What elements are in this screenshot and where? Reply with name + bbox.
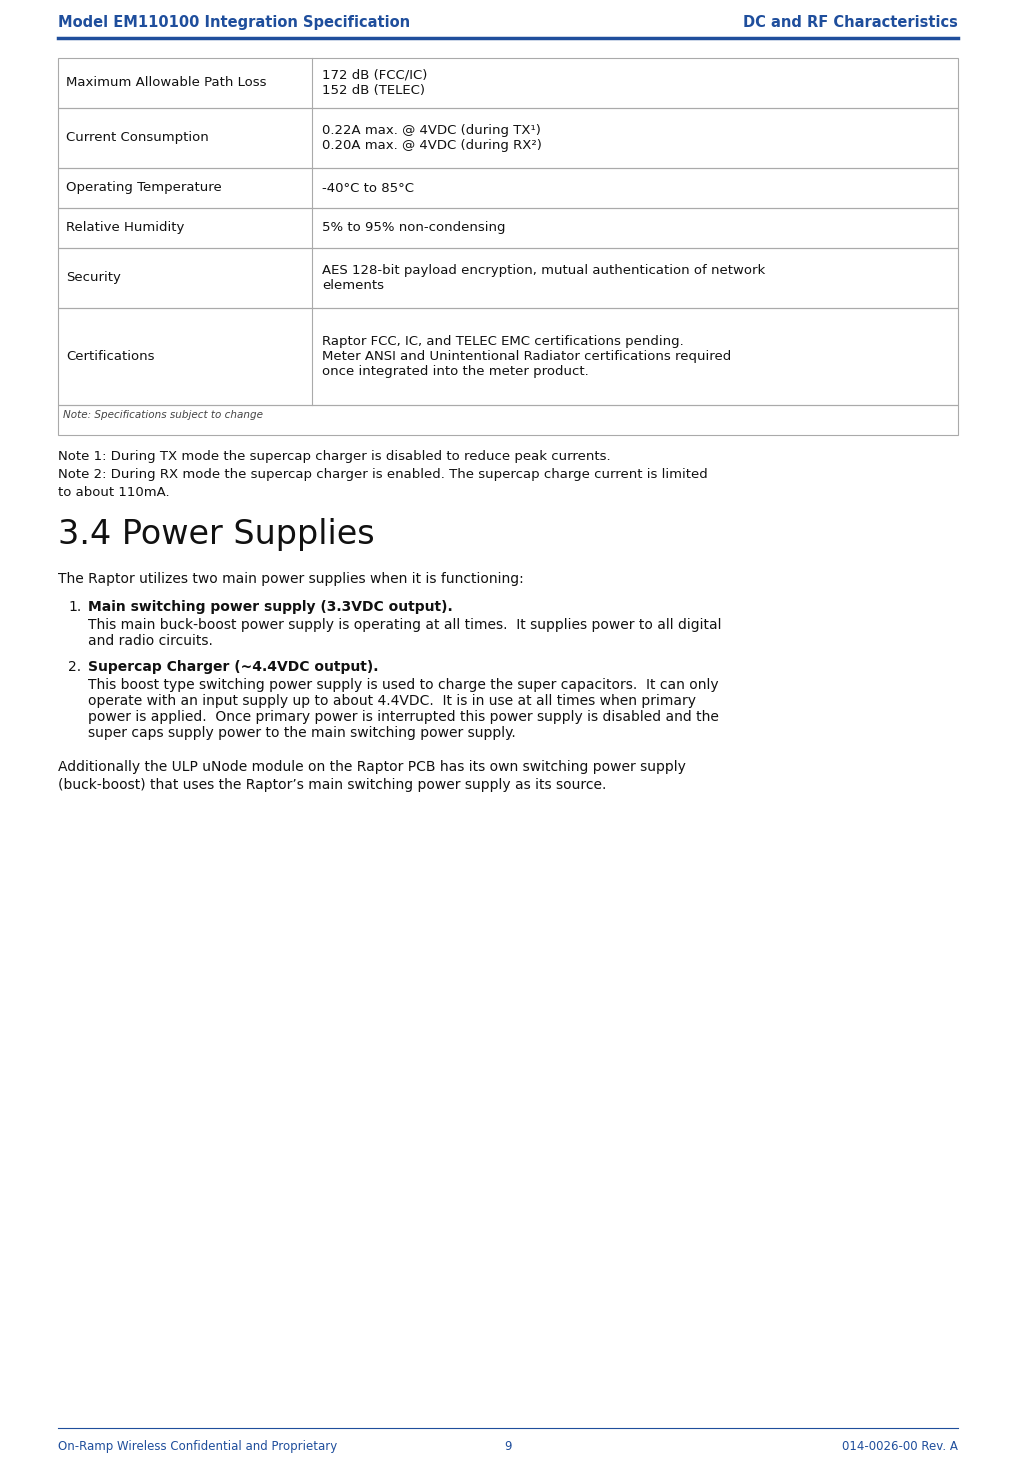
Text: elements: elements bbox=[322, 279, 384, 292]
Text: operate with an input supply up to about 4.4VDC.  It is in use at all times when: operate with an input supply up to about… bbox=[88, 694, 696, 708]
Text: once integrated into the meter product.: once integrated into the meter product. bbox=[322, 366, 588, 379]
Text: super caps supply power to the main switching power supply.: super caps supply power to the main swit… bbox=[88, 727, 516, 740]
Text: Operating Temperature: Operating Temperature bbox=[66, 181, 221, 194]
Bar bbox=[58, 168, 958, 208]
Text: Certifications: Certifications bbox=[66, 349, 154, 363]
Text: Note 2: During RX mode the supercap charger is enabled. The supercap charge curr: Note 2: During RX mode the supercap char… bbox=[58, 468, 708, 481]
Text: Additionally the ULP uNode module on the Raptor PCB has its own switching power : Additionally the ULP uNode module on the… bbox=[58, 760, 686, 773]
Bar bbox=[58, 208, 958, 249]
Text: 014-0026-00 Rev. A: 014-0026-00 Rev. A bbox=[842, 1440, 958, 1453]
Text: Note 1: During TX mode the supercap charger is disabled to reduce peak currents.: Note 1: During TX mode the supercap char… bbox=[58, 450, 611, 463]
Text: (buck-boost) that uses the Raptor’s main switching power supply as its source.: (buck-boost) that uses the Raptor’s main… bbox=[58, 778, 607, 792]
Text: 2.: 2. bbox=[68, 659, 81, 674]
Text: This boost type switching power supply is used to charge the super capacitors.  : This boost type switching power supply i… bbox=[88, 678, 718, 692]
Text: Meter ANSI and Unintentional Radiator certifications required: Meter ANSI and Unintentional Radiator ce… bbox=[322, 349, 732, 363]
Text: DC and RF Characteristics: DC and RF Characteristics bbox=[743, 15, 958, 31]
Text: 0.22A max. @ 4VDC (during TX¹): 0.22A max. @ 4VDC (during TX¹) bbox=[322, 124, 541, 137]
Text: Raptor FCC, IC, and TELEC EMC certifications pending.: Raptor FCC, IC, and TELEC EMC certificat… bbox=[322, 335, 684, 348]
Text: 152 dB (TELEC): 152 dB (TELEC) bbox=[322, 83, 425, 96]
Text: Security: Security bbox=[66, 272, 121, 285]
Text: Current Consumption: Current Consumption bbox=[66, 132, 208, 145]
Text: Main switching power supply (3.3VDC output).: Main switching power supply (3.3VDC outp… bbox=[88, 599, 453, 614]
Text: Relative Humidity: Relative Humidity bbox=[66, 222, 184, 234]
Text: Note: Specifications subject to change: Note: Specifications subject to change bbox=[63, 409, 263, 420]
Bar bbox=[58, 249, 958, 308]
Text: and radio circuits.: and radio circuits. bbox=[88, 635, 213, 648]
Text: 9: 9 bbox=[504, 1440, 512, 1453]
Text: Supercap Charger (~4.4VDC output).: Supercap Charger (~4.4VDC output). bbox=[88, 659, 379, 674]
Text: On-Ramp Wireless Confidential and Proprietary: On-Ramp Wireless Confidential and Propri… bbox=[58, 1440, 337, 1453]
Text: 1.: 1. bbox=[68, 599, 81, 614]
Text: Maximum Allowable Path Loss: Maximum Allowable Path Loss bbox=[66, 76, 266, 89]
Text: The Raptor utilizes two main power supplies when it is functioning:: The Raptor utilizes two main power suppl… bbox=[58, 572, 524, 586]
Bar bbox=[58, 108, 958, 168]
Text: Model EM110100 Integration Specification: Model EM110100 Integration Specification bbox=[58, 15, 410, 31]
Bar bbox=[58, 308, 958, 405]
Text: power is applied.  Once primary power is interrupted this power supply is disabl: power is applied. Once primary power is … bbox=[88, 711, 719, 724]
Bar bbox=[58, 405, 958, 436]
Text: This main buck-boost power supply is operating at all times.  It supplies power : This main buck-boost power supply is ope… bbox=[88, 618, 721, 632]
Text: 3.4 Power Supplies: 3.4 Power Supplies bbox=[58, 518, 375, 551]
Text: 172 dB (FCC/IC): 172 dB (FCC/IC) bbox=[322, 69, 428, 82]
Bar bbox=[58, 58, 958, 108]
Text: -40°C to 85°C: -40°C to 85°C bbox=[322, 181, 414, 194]
Text: AES 128-bit payload encryption, mutual authentication of network: AES 128-bit payload encryption, mutual a… bbox=[322, 265, 765, 276]
Text: 5% to 95% non-condensing: 5% to 95% non-condensing bbox=[322, 222, 506, 234]
Text: to about 110mA.: to about 110mA. bbox=[58, 485, 170, 499]
Text: 0.20A max. @ 4VDC (during RX²): 0.20A max. @ 4VDC (during RX²) bbox=[322, 139, 542, 152]
